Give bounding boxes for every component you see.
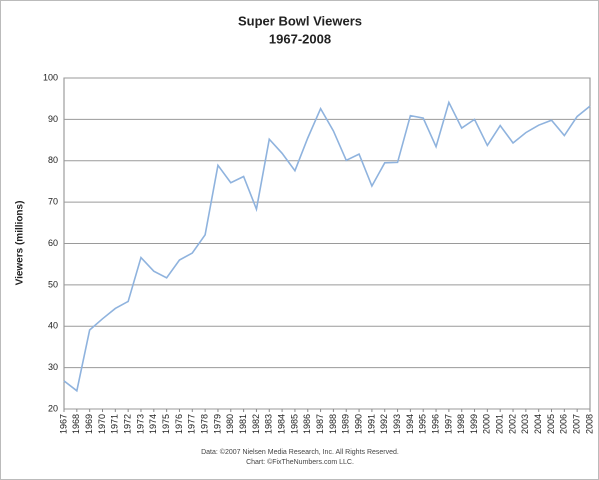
x-tick-label: 1978 — [199, 414, 209, 434]
x-tick-label: 1995 — [418, 414, 428, 434]
x-tick-label: 1984 — [276, 414, 286, 434]
x-tick-label: 1986 — [302, 414, 312, 434]
x-tick-label: 1997 — [443, 414, 453, 434]
x-tick-label: 2008 — [584, 414, 594, 434]
x-tick-label: 1975 — [161, 414, 171, 434]
x-tick-label: 1972 — [123, 414, 133, 434]
x-tick-label: 1968 — [71, 414, 81, 434]
y-tick-label: 80 — [48, 155, 58, 165]
x-tick-label: 1974 — [148, 414, 158, 434]
chart-title: Super Bowl Viewers — [238, 13, 362, 28]
x-tick-label: 1982 — [251, 414, 261, 434]
x-tick-label: 1988 — [328, 414, 338, 434]
x-tick-label: 1987 — [315, 414, 325, 434]
source-note: Data: ©2007 Nielsen Media Research, Inc.… — [201, 448, 399, 456]
x-tick-label: 1980 — [225, 414, 235, 434]
x-tick-label: 1994 — [405, 414, 415, 434]
y-tick-label: 90 — [48, 114, 58, 124]
y-tick-label: 20 — [48, 403, 58, 413]
x-tick-label: 1981 — [238, 414, 248, 434]
x-tick-label: 2005 — [546, 414, 556, 434]
x-tick-label: 1989 — [341, 414, 351, 434]
x-tick-label: 2003 — [520, 414, 530, 434]
x-tick-label: 1977 — [187, 414, 197, 434]
x-tick-label: 1967 — [58, 414, 68, 434]
x-tick-label: 1971 — [110, 414, 120, 434]
x-tick-label: 1999 — [469, 414, 479, 434]
y-tick-label: 40 — [48, 321, 58, 331]
x-tick-label: 2006 — [559, 414, 569, 434]
x-tick-label: 1993 — [392, 414, 402, 434]
x-tick-label: 1983 — [264, 414, 274, 434]
y-axis-label: Viewers (millions) — [15, 201, 26, 286]
x-tick-label: 1970 — [97, 414, 107, 434]
x-tick-label: 1969 — [84, 414, 94, 434]
y-tick-label: 60 — [48, 238, 58, 248]
x-tick-label: 2002 — [507, 414, 517, 434]
y-tick-label: 50 — [48, 279, 58, 289]
x-tick-label: 2007 — [572, 414, 582, 434]
x-tick-label: 1976 — [174, 414, 184, 434]
x-tick-label: 1973 — [135, 414, 145, 434]
x-tick-label: 2001 — [495, 414, 505, 434]
x-tick-label: 1985 — [289, 414, 299, 434]
data-line — [63, 100, 591, 393]
x-tick-label: 1996 — [430, 414, 440, 434]
x-tick-label: 1998 — [456, 414, 466, 434]
y-tick-label: 70 — [48, 197, 58, 207]
y-tick-label: 100 — [43, 72, 58, 82]
chart-subtitle: 1967-2008 — [269, 31, 331, 46]
y-tick-label: 30 — [48, 362, 58, 372]
x-tick-label: 1979 — [212, 414, 222, 434]
x-tick-label: 1992 — [379, 414, 389, 434]
x-tick-label: 1990 — [353, 414, 363, 434]
x-tick-label: 2000 — [482, 414, 492, 434]
x-tick-label: 2004 — [533, 414, 543, 434]
x-tick-label: 1991 — [366, 414, 376, 434]
credit-note: Chart: ©FixTheNumbers.com LLC. — [246, 458, 354, 466]
